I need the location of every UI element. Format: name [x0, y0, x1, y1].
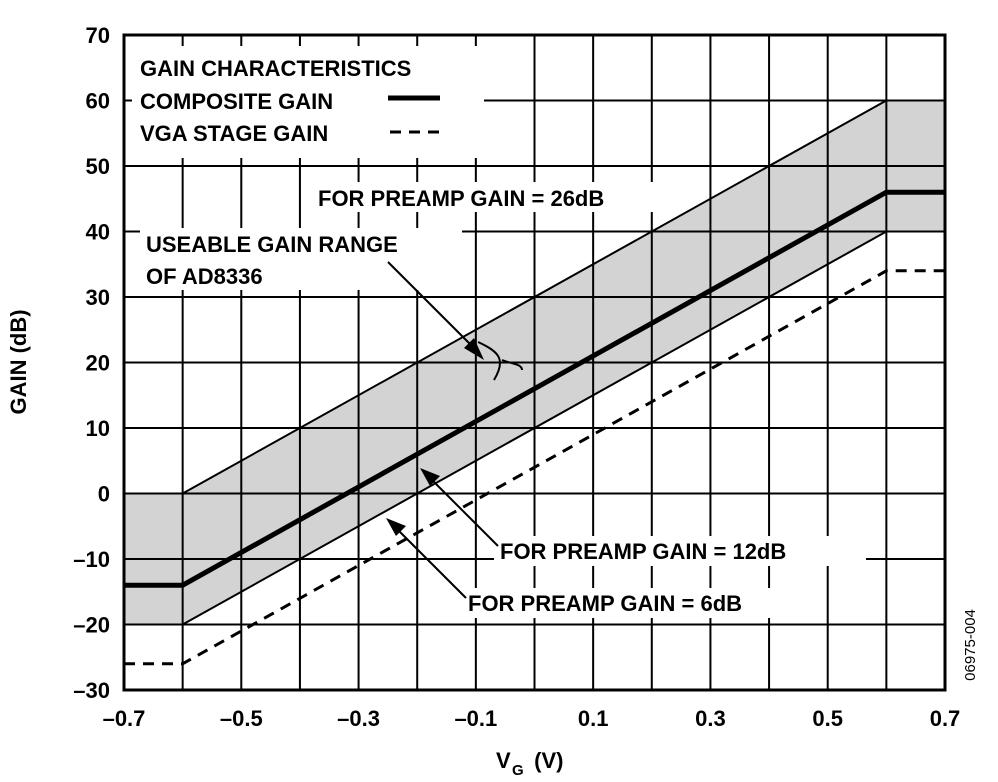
- label-preamp-12db: FOR PREAMP GAIN = 12dB: [500, 539, 786, 564]
- plot-frame: [122, 33, 947, 692]
- y-axis-label: GAIN (dB): [6, 309, 31, 414]
- arrow-6db-leader: [393, 525, 467, 599]
- label-preamp-6db: FOR PREAMP GAIN = 6dB: [468, 591, 742, 616]
- y-tick-label: 40: [86, 220, 110, 245]
- arrow-12db-leader: [427, 475, 499, 547]
- legend-vga-label: VGA STAGE GAIN: [140, 121, 328, 146]
- arrow-heads: [386, 338, 484, 536]
- y-tick-label: 30: [86, 285, 110, 310]
- x-axis-label-sub: G: [512, 762, 524, 779]
- label-preamp-26db: FOR PREAMP GAIN = 26dB: [318, 186, 604, 211]
- band-bracket-squiggle: [477, 341, 523, 381]
- vga-stage-gain-line: [124, 269, 945, 666]
- x-axis-label-main: V: [496, 748, 511, 773]
- y-tick-label: 0: [98, 482, 110, 507]
- y-tick-label: 50: [86, 154, 110, 179]
- legend-title: GAIN CHARACTERISTICS: [140, 56, 411, 81]
- arrow-useable-leader: [387, 261, 479, 353]
- label-bg-26db: [312, 182, 684, 212]
- y-tick-label: 10: [86, 416, 110, 441]
- tick-labels: –30 –20 –10 0 10 20 30 40 50 60 70 –0.7 –0.5 –0.3 –0.1…: [73, 23, 960, 731]
- y-tick-label: –20: [73, 613, 110, 638]
- x-tick-label: 0.3: [695, 706, 726, 731]
- x-tick-label: –0.7: [103, 706, 146, 731]
- label-bg-6db: [462, 588, 820, 618]
- label-bg-12db: [494, 536, 866, 566]
- x-tick-label: –0.5: [220, 706, 263, 731]
- x-axis-label-unit: (V): [528, 748, 563, 773]
- legend-composite-label: COMPOSITE GAIN: [140, 89, 333, 114]
- x-tick-label: 0.5: [812, 706, 843, 731]
- arrow-head-6db: [386, 518, 406, 536]
- y-tick-label: 60: [86, 89, 110, 114]
- composite-gain-line: [124, 189, 945, 588]
- arrow-head-12db: [420, 468, 440, 486]
- y-tick-label: 20: [86, 351, 110, 376]
- series: [124, 189, 945, 666]
- x-tick-label: –0.1: [454, 706, 497, 731]
- annotation-arrows: [387, 261, 523, 599]
- label-useable-gain-range: USEABLE GAIN RANGE: [146, 232, 398, 257]
- x-tick-label: –0.3: [337, 706, 380, 731]
- legend-background: [132, 46, 484, 158]
- x-tick-label: 0.7: [930, 706, 961, 731]
- y-tick-label: 70: [86, 23, 110, 48]
- x-tick-label: 0.1: [578, 706, 609, 731]
- label-ad8336: OF AD8336: [146, 264, 263, 289]
- y-tick-label: –30: [73, 678, 110, 703]
- label-bg-useable: [140, 228, 462, 290]
- y-tick-label: –10: [73, 547, 110, 572]
- arrow-head-useable: [464, 338, 484, 360]
- figure-id: 06975-004: [962, 609, 979, 681]
